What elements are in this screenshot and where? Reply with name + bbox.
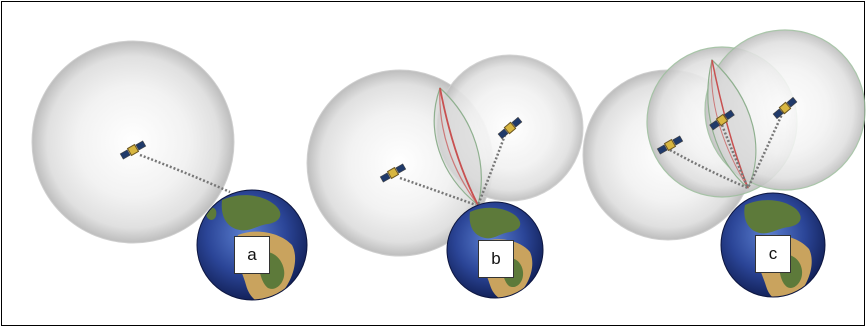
satellite-icon <box>656 135 684 155</box>
signal-link <box>720 124 750 189</box>
signal-link <box>746 111 785 189</box>
panel-label-c: c <box>755 235 791 273</box>
panel-label-a: a <box>234 236 270 274</box>
intersection-arc <box>439 87 479 206</box>
coverage-sphere <box>31 40 235 244</box>
signal-link <box>399 176 477 207</box>
satellite-icon <box>709 109 735 131</box>
panel-label-b: b <box>478 240 514 278</box>
satellite-icon <box>119 140 147 160</box>
signal-link <box>669 148 749 190</box>
intersection-arc <box>439 87 479 206</box>
panel-c <box>582 29 866 298</box>
satellite-icon <box>379 163 407 183</box>
intersection-arc <box>710 59 749 189</box>
signal-link <box>139 153 231 194</box>
intersection-arc <box>711 59 749 189</box>
satellite-icon <box>497 116 523 140</box>
panel-b <box>306 54 584 299</box>
satellite-icon <box>772 96 798 120</box>
signal-link <box>476 134 507 206</box>
